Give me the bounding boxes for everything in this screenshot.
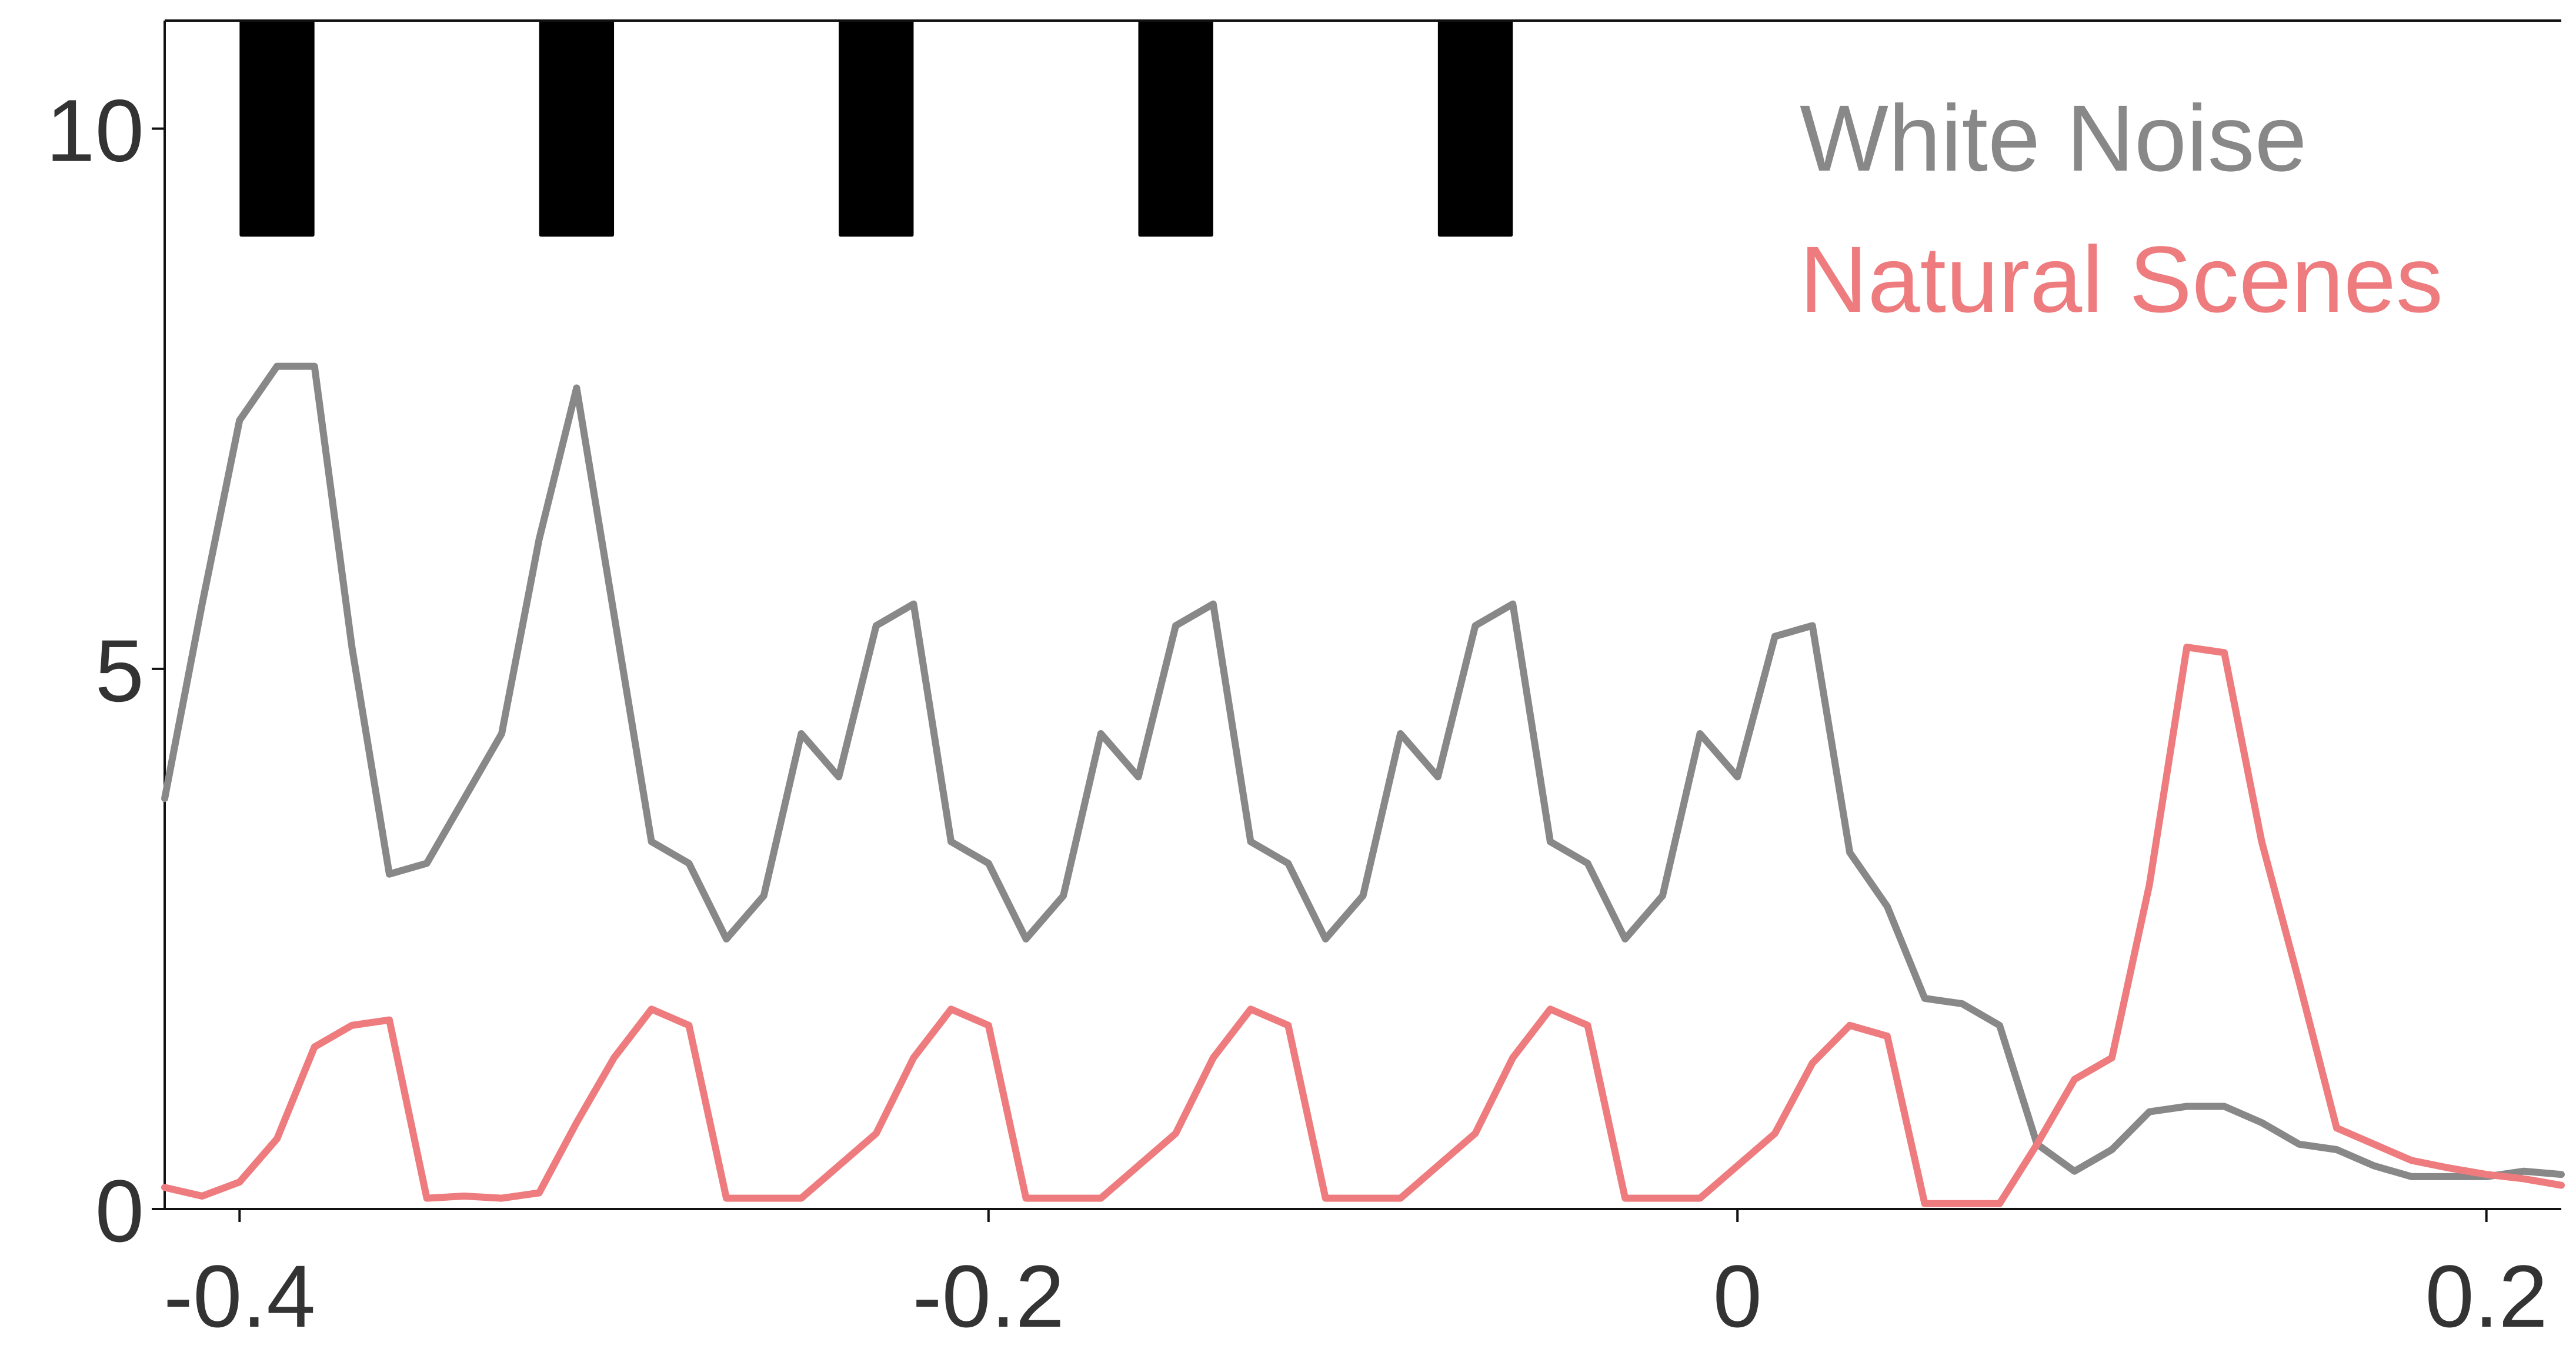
stimulus-bar-2 [539,21,615,237]
series-line-natural-scenes [161,644,2565,1207]
x-tick-label: -0.2 [913,1247,1065,1346]
x-tick-label: -0.4 [163,1247,315,1346]
legend-entry-white-noise: White Noise [1800,85,2307,191]
axes [152,19,2561,1222]
y-tick-label: 5 [95,621,144,720]
stimulus-bar-5 [1437,21,1513,237]
tick-labels: -0.4 -0.2 0 0.2 0 5 10 [46,81,2548,1346]
y-tick-label: 0 [95,1161,144,1260]
x-tick-label: 0.2 [2425,1247,2548,1346]
stimulus-bar-4 [1138,21,1213,237]
series-line-white-noise [161,362,2565,1180]
y-tick-label: 10 [46,81,144,180]
series-lines [161,362,2565,1207]
x-tick-label: 0 [1713,1247,1762,1346]
stimulus-bars [239,21,1513,237]
stimulus-bar-1 [239,21,315,237]
legend: White Noise Natural Scenes [1800,85,2443,332]
stimulus-bar-3 [839,21,914,237]
legend-entry-natural-scenes: Natural Scenes [1800,227,2443,332]
